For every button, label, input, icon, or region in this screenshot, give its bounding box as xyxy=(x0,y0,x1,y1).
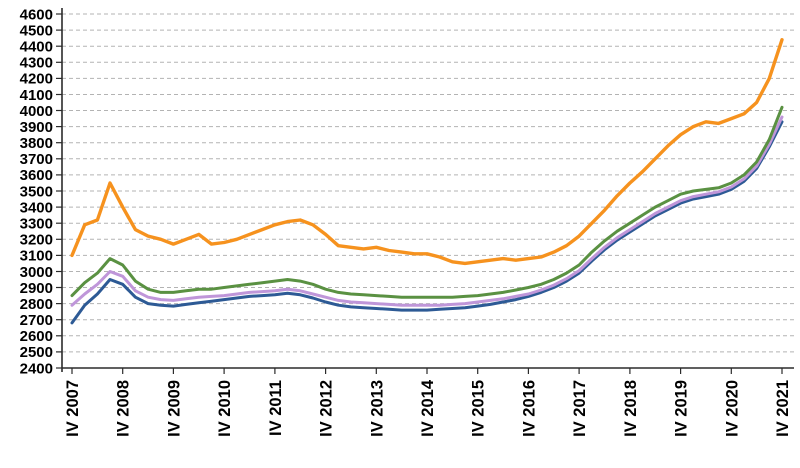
y-axis-tick-label: 2800 xyxy=(20,296,53,313)
x-axis-tick-label: IV 2018 xyxy=(622,380,640,437)
y-axis-tick-label: 3900 xyxy=(20,119,53,136)
x-axis-tick-label: IV 2008 xyxy=(115,380,133,437)
x-axis-tick-label: IV 2014 xyxy=(419,379,437,437)
y-axis-tick-label: 4200 xyxy=(20,71,53,88)
x-axis-tick-label: IV 2012 xyxy=(318,380,336,437)
y-axis-tick-label: 3000 xyxy=(20,264,53,281)
y-axis-tick-label: 4400 xyxy=(20,38,53,55)
x-axis-tick-label: IV 2009 xyxy=(165,380,183,437)
x-axis-tick-label: IV 2010 xyxy=(216,380,234,437)
x-axis-tick-label: IV 2007 xyxy=(64,380,82,437)
y-axis-tick-label: 4300 xyxy=(20,55,53,72)
y-axis-tick-label: 2700 xyxy=(20,312,53,329)
y-axis-tick-label: 3100 xyxy=(20,248,53,265)
violet-series-line xyxy=(70,115,784,307)
navy-series-line xyxy=(70,120,784,325)
x-axis-tick-label: IV 2019 xyxy=(673,380,691,437)
y-axis-tick-label: 2400 xyxy=(20,360,53,377)
y-axis-tick-label: 4600 xyxy=(20,6,53,23)
x-axis-tick-label: IV 2021 xyxy=(774,380,792,437)
y-axis-tick-label: 2600 xyxy=(20,328,53,345)
y-axis-tick-label: 3500 xyxy=(20,183,53,200)
y-axis-tick-label: 4500 xyxy=(20,22,53,39)
green-series-line xyxy=(70,105,784,299)
x-axis-tick-label: IV 2013 xyxy=(368,380,386,437)
y-axis-tick-label: 2900 xyxy=(20,280,53,297)
y-axis-tick-label: 3300 xyxy=(20,215,53,232)
y-axis-tick-label: 3600 xyxy=(20,167,53,184)
y-axis-tick-label: 3800 xyxy=(20,135,53,152)
y-axis-tick-label: 3700 xyxy=(20,151,53,168)
x-axis-tick-label: IV 2016 xyxy=(520,380,538,437)
y-axis-tick-label: 3400 xyxy=(20,199,53,216)
y-axis-tick-label: 3200 xyxy=(20,232,53,249)
orange-series-line xyxy=(70,38,784,266)
x-axis-tick-label: IV 2017 xyxy=(571,380,589,437)
y-axis-tick-label: 2500 xyxy=(20,344,53,361)
x-axis-tick-label: IV 2020 xyxy=(723,380,741,437)
x-axis-tick-label: IV 2015 xyxy=(470,380,488,437)
y-axis-tick-label: 4000 xyxy=(20,103,53,120)
x-axis-tick-label: IV 2011 xyxy=(267,380,285,436)
y-axis-tick-label: 4100 xyxy=(20,87,53,104)
